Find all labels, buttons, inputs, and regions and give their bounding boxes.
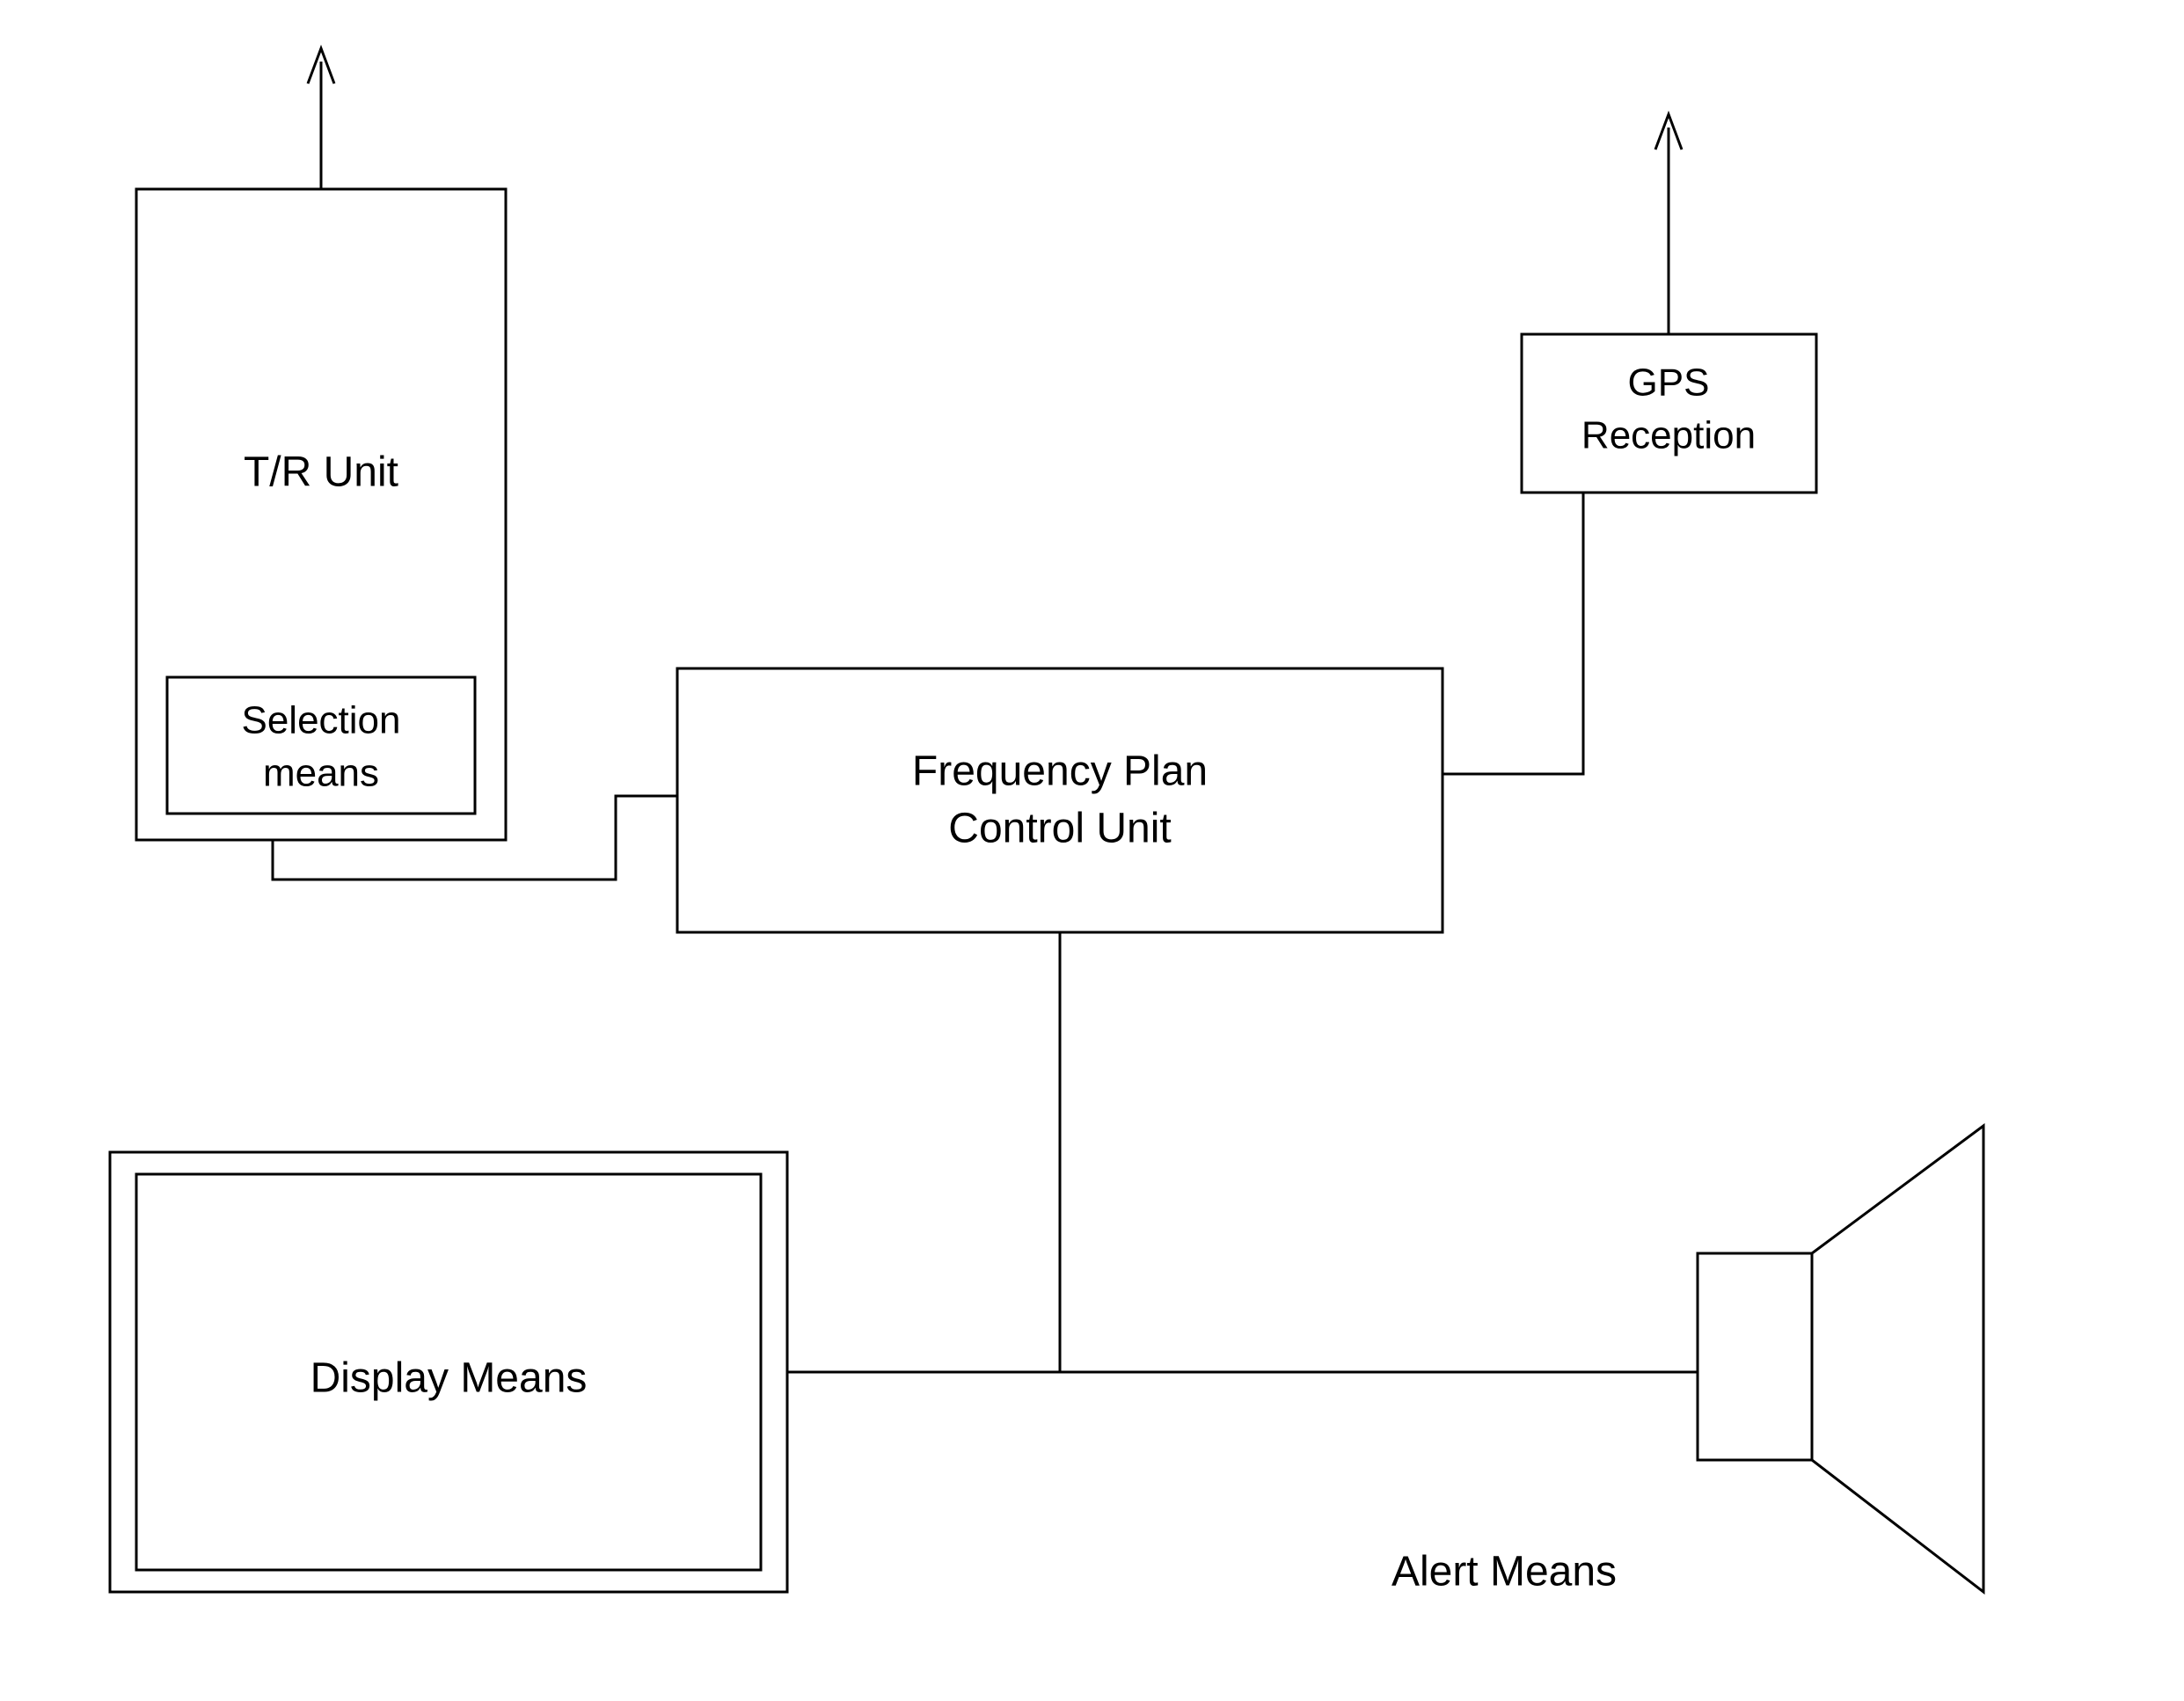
tr-unit-box bbox=[136, 189, 506, 840]
fpcu-label-1: Frequency Plan bbox=[912, 748, 1208, 795]
alert-means-label: Alert Means bbox=[1391, 1549, 1617, 1595]
gps-label-2: Reception bbox=[1581, 414, 1756, 457]
edge-fpcu-to-gps bbox=[1443, 493, 1669, 774]
speaker-body bbox=[1698, 1253, 1812, 1460]
gps-label-1: GPS bbox=[1628, 361, 1710, 405]
speaker-cone bbox=[1812, 1126, 1983, 1592]
selection-means-label-1: Selection bbox=[241, 699, 400, 742]
fpcu-label-2: Control Unit bbox=[948, 806, 1171, 852]
fpcu-box bbox=[677, 668, 1443, 932]
diagram-canvas: T/R Unit Selection means GPS Reception F… bbox=[0, 0, 2184, 1701]
display-means-label: Display Means bbox=[310, 1355, 588, 1402]
tr-unit-label: T/R Unit bbox=[244, 449, 398, 496]
selection-means-label-2: means bbox=[263, 752, 379, 795]
